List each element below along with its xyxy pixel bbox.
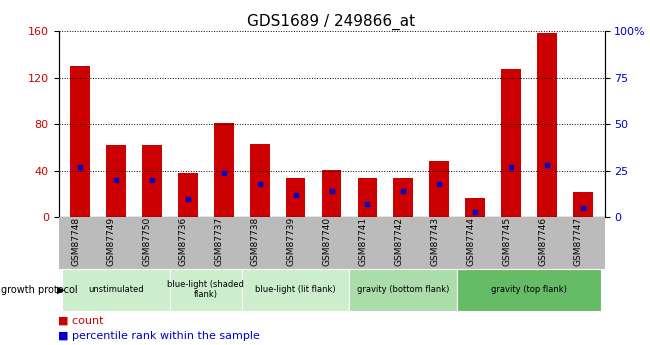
Text: GSM87749: GSM87749 <box>107 217 116 266</box>
Bar <box>537 33 557 217</box>
Text: gravity (top flank): gravity (top flank) <box>491 285 567 294</box>
Bar <box>358 178 377 217</box>
Text: gravity (bottom flank): gravity (bottom flank) <box>357 285 450 294</box>
Text: ▶: ▶ <box>57 285 65 295</box>
Text: GSM87743: GSM87743 <box>430 217 439 266</box>
Text: GSM87741: GSM87741 <box>358 217 367 266</box>
Bar <box>393 178 413 217</box>
Bar <box>501 69 521 217</box>
Text: GSM87746: GSM87746 <box>538 217 547 266</box>
Bar <box>286 178 306 217</box>
Bar <box>178 173 198 217</box>
Text: GSM87738: GSM87738 <box>251 216 259 266</box>
Bar <box>430 161 449 217</box>
Text: ■ percentile rank within the sample: ■ percentile rank within the sample <box>58 331 261 341</box>
Text: blue-light (lit flank): blue-light (lit flank) <box>255 285 336 294</box>
Text: GSM87736: GSM87736 <box>179 216 188 266</box>
Text: GSM87745: GSM87745 <box>502 217 511 266</box>
Bar <box>142 145 162 217</box>
Text: growth protocol: growth protocol <box>1 285 78 295</box>
Bar <box>250 144 270 217</box>
Text: ■ count: ■ count <box>58 315 104 325</box>
Text: blue-light (shaded
flank): blue-light (shaded flank) <box>167 280 244 299</box>
Text: GSM87750: GSM87750 <box>143 216 152 266</box>
Text: GSM87744: GSM87744 <box>466 217 475 266</box>
Text: GSM87748: GSM87748 <box>71 217 80 266</box>
Bar <box>70 66 90 217</box>
Text: GSM87740: GSM87740 <box>322 217 332 266</box>
Bar <box>322 170 341 217</box>
Text: GSM87739: GSM87739 <box>287 216 296 266</box>
Bar <box>214 123 233 217</box>
Title: GDS1689 / 249866_at: GDS1689 / 249866_at <box>248 13 415 30</box>
Bar <box>106 145 126 217</box>
Text: unstimulated: unstimulated <box>88 285 144 294</box>
Text: GSM87747: GSM87747 <box>574 217 583 266</box>
Text: GSM87742: GSM87742 <box>395 217 404 266</box>
Bar <box>465 198 485 217</box>
Bar <box>573 192 593 217</box>
Text: GSM87737: GSM87737 <box>214 216 224 266</box>
